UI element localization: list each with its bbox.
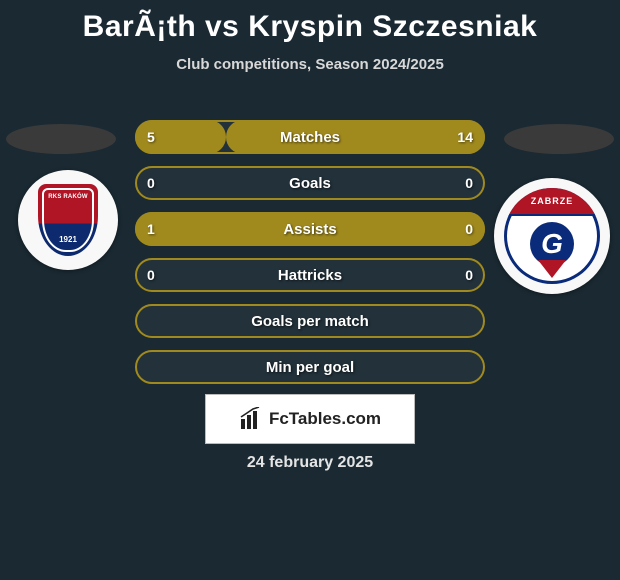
date-text: 24 february 2025	[0, 454, 620, 472]
page-title: BarÃ¡th vs Kryspin Szczesniak	[0, 0, 620, 44]
club-badge-left: RKS RAKÓW 1921	[18, 170, 118, 270]
rakow-badge-text-bottom: 1921	[38, 235, 98, 244]
gornik-arc-text: ZABRZE	[531, 196, 574, 206]
stat-label: Matches	[135, 120, 485, 154]
stat-label: Assists	[135, 212, 485, 246]
stat-label: Min per goal	[135, 350, 485, 384]
stats-panel: 514Matches 00Goals 10Assists 00Hattricks Goa…	[135, 120, 485, 396]
rakow-badge-text-top: RKS RAKÓW	[38, 194, 98, 200]
club-badge-right: ZABRZE G	[494, 178, 610, 294]
stat-row: 514Matches	[135, 120, 485, 154]
page-subtitle: Club competitions, Season 2024/2025	[0, 56, 620, 73]
stat-row: 00Goals	[135, 166, 485, 200]
gornik-badge-icon: ZABRZE G	[504, 188, 600, 284]
stat-row: 10Assists	[135, 212, 485, 246]
stat-label: Goals	[135, 166, 485, 200]
stat-label: Goals per match	[135, 304, 485, 338]
player-slot-left	[6, 124, 116, 154]
rakow-badge-icon: RKS RAKÓW 1921	[38, 184, 98, 256]
gornik-triangle-icon	[538, 260, 566, 278]
stat-row: Goals per match	[135, 304, 485, 338]
player-slot-right	[504, 124, 614, 154]
chart-icon	[239, 407, 263, 431]
brand-text: FcTables.com	[269, 409, 381, 429]
stat-label: Hattricks	[135, 258, 485, 292]
gornik-arc: ZABRZE	[504, 188, 600, 216]
brand-box: FcTables.com	[205, 394, 415, 444]
stat-row: 00Hattricks	[135, 258, 485, 292]
stat-row: Min per goal	[135, 350, 485, 384]
